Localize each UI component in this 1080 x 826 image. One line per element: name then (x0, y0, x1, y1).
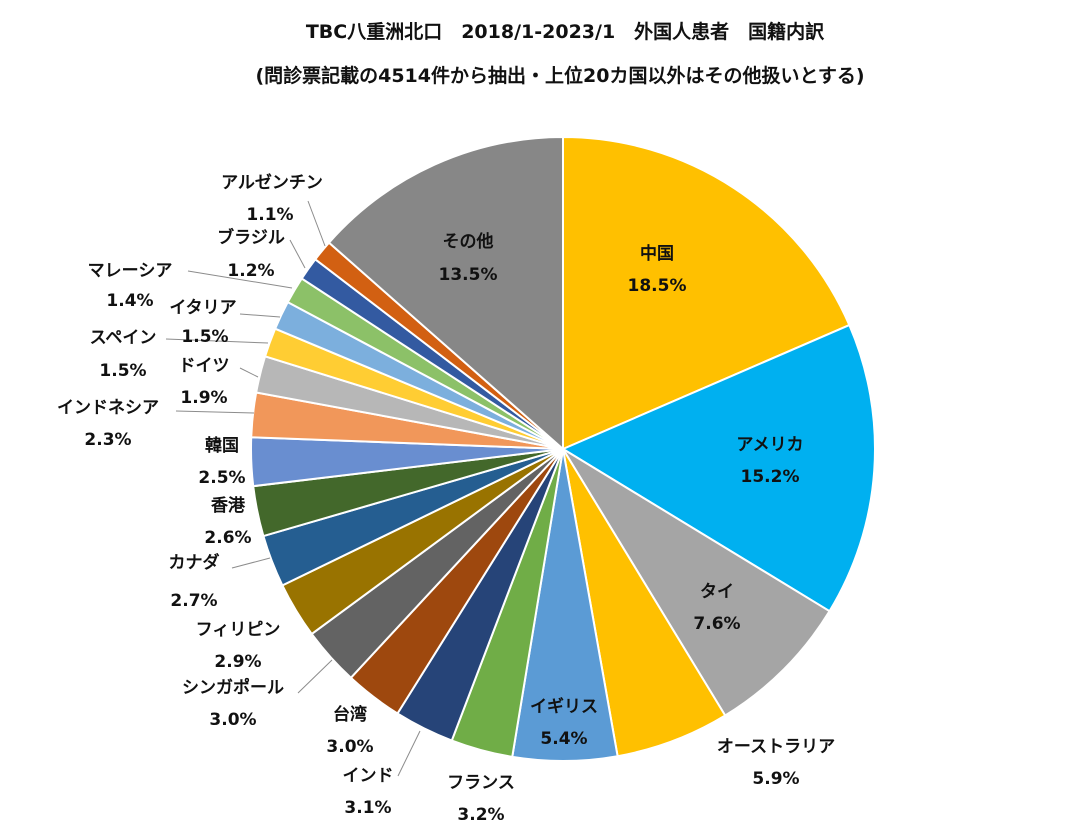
leader-lines (165, 200, 421, 777)
slice-value-label: 1.9% (180, 388, 227, 408)
slice-name-label: ブラジル (217, 227, 285, 248)
leader-line (297, 659, 333, 694)
leader-line (165, 338, 269, 344)
slice-value-label: 1.2% (227, 261, 274, 281)
slice-name-label: オーストラリア (717, 737, 835, 757)
slice-value-label: 1.5% (99, 361, 146, 381)
chart-title: TBC八重洲北口 2018/1-2023/1 外国人患者 国籍内訳 (306, 20, 825, 43)
slice-value-label: 1.4% (106, 291, 153, 311)
slice-value-label: 5.4% (540, 729, 587, 749)
leader-line (239, 367, 259, 378)
slice-name-label: シンガポール (182, 677, 284, 698)
slice-value-label: 3.2% (457, 805, 504, 825)
pie-slice (327, 135, 564, 452)
slice-value-label: 3.0% (326, 737, 373, 757)
slice-name-label: マレーシア (88, 261, 173, 281)
slice-value-label: 5.9% (752, 769, 799, 789)
slice-name-label: 台湾 (333, 704, 367, 725)
slice-name-label: フランス (447, 773, 515, 793)
leader-line (187, 270, 293, 289)
slice-value-label: 7.6% (693, 614, 740, 634)
pie-slices (249, 135, 876, 762)
slice-value-label: 3.0% (209, 710, 256, 730)
leader-line (397, 730, 421, 777)
slice-name-label: イギリス (530, 697, 598, 717)
slice-value-label: 2.7% (170, 591, 217, 611)
chart-subtitle: (問診票記載の4514件から抽出・上位20カ国以外はその他扱いとする) (255, 64, 864, 87)
slice-value-label: 2.5% (198, 468, 245, 488)
slice-value-label: 2.3% (84, 430, 131, 450)
slice-name-label: イタリア (169, 298, 236, 318)
pie-slice (562, 448, 831, 717)
slice-name-label: 中国 (640, 243, 674, 264)
leader-line (289, 239, 306, 269)
slice-name-label: アルゼンチン (221, 172, 323, 193)
leader-line (175, 410, 255, 414)
slice-name-label: 韓国 (205, 435, 239, 456)
slice-value-label: 1.1% (246, 205, 293, 225)
slice-name-label: カナダ (169, 552, 220, 573)
slice-name-label: アメリカ (736, 435, 803, 455)
slice-value-label: 3.1% (344, 798, 391, 818)
slice-value-label: 2.6% (204, 528, 251, 548)
slice-name-label: インドネシア (57, 398, 159, 418)
slice-name-label: タイ (700, 582, 734, 602)
pie-slice (560, 323, 876, 613)
pie-slice (562, 135, 851, 451)
slice-name-label: インド (343, 766, 394, 786)
slice-name-label: スペイン (90, 328, 157, 348)
slice-name-label: 香港 (211, 495, 246, 516)
leader-line (307, 200, 326, 247)
slice-name-label: その他 (443, 231, 494, 252)
leader-line (239, 313, 281, 318)
slice-value-label: 18.5% (628, 276, 687, 296)
slice-value-label: 1.5% (181, 327, 228, 347)
slice-labels: 中国 18.5% アメリカ 15.2% タイ 7.6% オーストラリア 5.9% イギリス 5.4… (57, 172, 835, 825)
leader-line (231, 557, 271, 569)
slice-value-label: 13.5% (439, 265, 498, 285)
slice-value-label: 2.9% (214, 652, 261, 672)
slice-name-label: フィリピン (196, 620, 281, 640)
slice-value-label: 15.2% (741, 467, 800, 487)
slice-name-label: ドイツ (179, 356, 230, 376)
